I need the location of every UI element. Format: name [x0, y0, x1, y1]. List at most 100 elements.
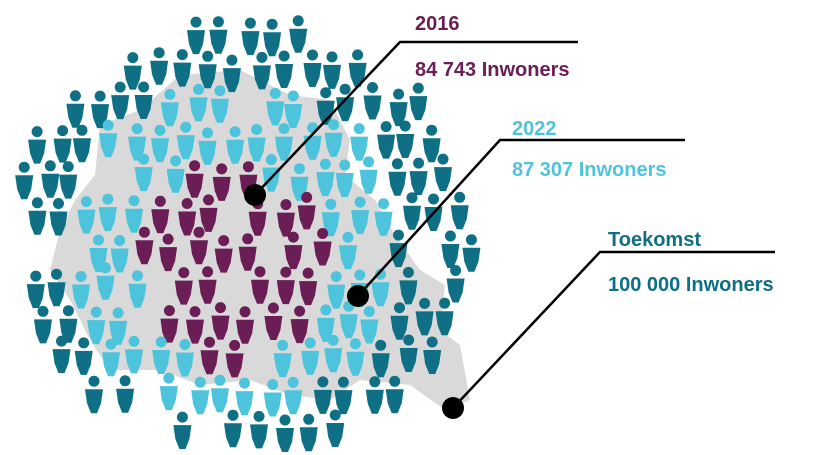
person-icon [28, 126, 47, 164]
person-icon [301, 337, 320, 375]
person-icon [134, 153, 153, 192]
person-icon [214, 235, 233, 273]
person-icon [336, 83, 355, 122]
person-icon [264, 302, 283, 340]
person-icon [116, 375, 135, 413]
person-icon [299, 267, 318, 306]
person-icon [47, 268, 66, 307]
person-icon [303, 49, 322, 87]
person-icon [159, 372, 178, 411]
person-icon [109, 307, 128, 345]
person-icon [210, 85, 229, 123]
person-icon [360, 306, 379, 344]
person-icon [224, 409, 242, 448]
marker-dot [244, 184, 266, 206]
person-icon [390, 302, 409, 340]
person-icon [388, 158, 407, 196]
person-icon [198, 266, 217, 304]
person-icon [235, 377, 254, 416]
person-icon [191, 376, 210, 415]
person-icon [374, 198, 393, 236]
person-icon [316, 87, 335, 125]
person-icon [199, 194, 218, 232]
person-icon [313, 228, 332, 266]
person-icon [134, 81, 153, 119]
person-icon [250, 410, 268, 449]
person-icon [34, 305, 52, 344]
person-icon [160, 305, 179, 343]
person-icon [276, 266, 295, 305]
callout-population: 87 307 Inwoners [512, 159, 667, 181]
person-icon [415, 297, 434, 336]
person-icon [128, 270, 147, 308]
person-icon [225, 339, 244, 378]
person-icon [363, 82, 382, 120]
person-icon [275, 123, 293, 161]
person-icon [209, 16, 228, 54]
person-icon [236, 306, 254, 344]
person-icon [299, 413, 318, 452]
person-icon [125, 335, 143, 374]
person-icon [111, 81, 130, 120]
leader-line [357, 138, 685, 297]
person-icon [251, 266, 269, 304]
person-icon [377, 121, 396, 159]
person-icon [441, 230, 460, 268]
person-icon [173, 411, 192, 450]
person-icon [198, 50, 217, 89]
callout-population: 84 743 Inwoners [415, 59, 570, 81]
person-icon [151, 195, 170, 234]
person-icon [152, 336, 171, 374]
person-icon [297, 191, 316, 230]
person-icon [252, 51, 271, 90]
person-icon [324, 334, 343, 373]
person-icon [176, 121, 195, 160]
person-icon [423, 336, 442, 374]
person-icon [74, 337, 93, 375]
person-icon [222, 54, 241, 93]
person-icon [351, 196, 370, 235]
person-icon [339, 231, 357, 270]
person-icon [263, 18, 282, 57]
person-icon [49, 198, 68, 236]
person-icon [226, 126, 245, 164]
person-icon [346, 338, 365, 376]
person-icon [403, 192, 421, 230]
person-icon [371, 339, 390, 378]
person-icon [396, 120, 415, 158]
leader-line [254, 40, 578, 196]
person-icon [284, 376, 303, 415]
person-icon [99, 119, 118, 158]
person-icon [210, 374, 229, 413]
person-icon [211, 302, 230, 340]
person-icon [434, 153, 452, 192]
person-icon [125, 195, 143, 233]
person-icon [263, 379, 282, 417]
person-icon [185, 160, 204, 198]
person-icon [238, 233, 257, 271]
person-icon [371, 268, 390, 307]
people [15, 15, 481, 452]
person-icon [190, 226, 208, 265]
person-icon [359, 156, 378, 194]
person-icon [110, 235, 129, 273]
person-icon [77, 196, 96, 234]
person-icon [151, 124, 169, 163]
marker-dot [442, 397, 464, 419]
person-icon [273, 339, 292, 378]
person-icon [446, 265, 465, 303]
person-icon [450, 191, 469, 230]
marker-dot [347, 285, 369, 307]
person-icon [28, 197, 47, 235]
person-icon [26, 270, 45, 309]
person-icon [422, 124, 441, 163]
person-icon [187, 16, 205, 55]
person-icon [313, 376, 332, 414]
person-icon [98, 193, 117, 232]
person-icon [166, 155, 185, 193]
person-icon [123, 52, 142, 90]
person-icon [87, 306, 106, 345]
person-icon [15, 161, 34, 200]
person-icon [327, 271, 346, 309]
